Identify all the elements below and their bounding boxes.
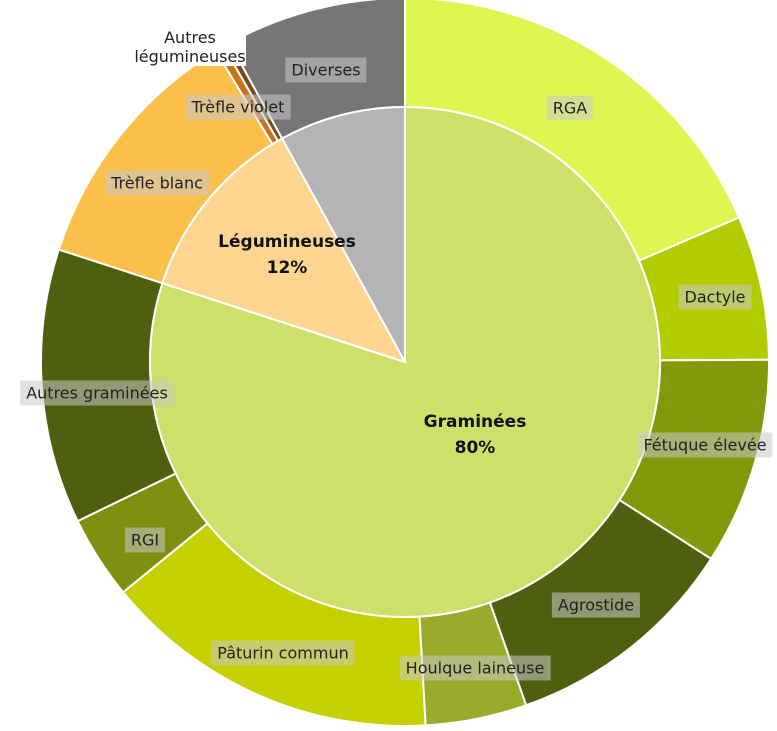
outer-label: RGA <box>546 95 594 121</box>
inner-slice <box>280 105 406 363</box>
inner-label: Légumineuses <box>218 232 356 252</box>
inner-value-label: 80% <box>454 438 496 458</box>
outer-label: Pâturin commun <box>211 640 355 666</box>
outer-label: Houlque laineuse <box>399 655 551 681</box>
outer-label: RGI <box>124 527 166 553</box>
outer-label: Trèfle violet <box>185 94 291 120</box>
outer-label: Trèfle blanc <box>105 170 209 196</box>
inner-slice <box>161 137 408 364</box>
outer-label: Autres graminées <box>20 380 174 406</box>
outer-label: Autres légumineuses <box>134 28 246 66</box>
outer-label: Fétuque élevée <box>637 432 773 458</box>
inner-label: Graminées <box>423 412 527 432</box>
inner-value-label: 12% <box>266 258 308 278</box>
outer-label: Dactyle <box>678 284 752 310</box>
outer-label: Diverses <box>285 57 367 83</box>
inner-slice <box>149 105 661 618</box>
outer-label: Agrostide <box>551 592 641 618</box>
